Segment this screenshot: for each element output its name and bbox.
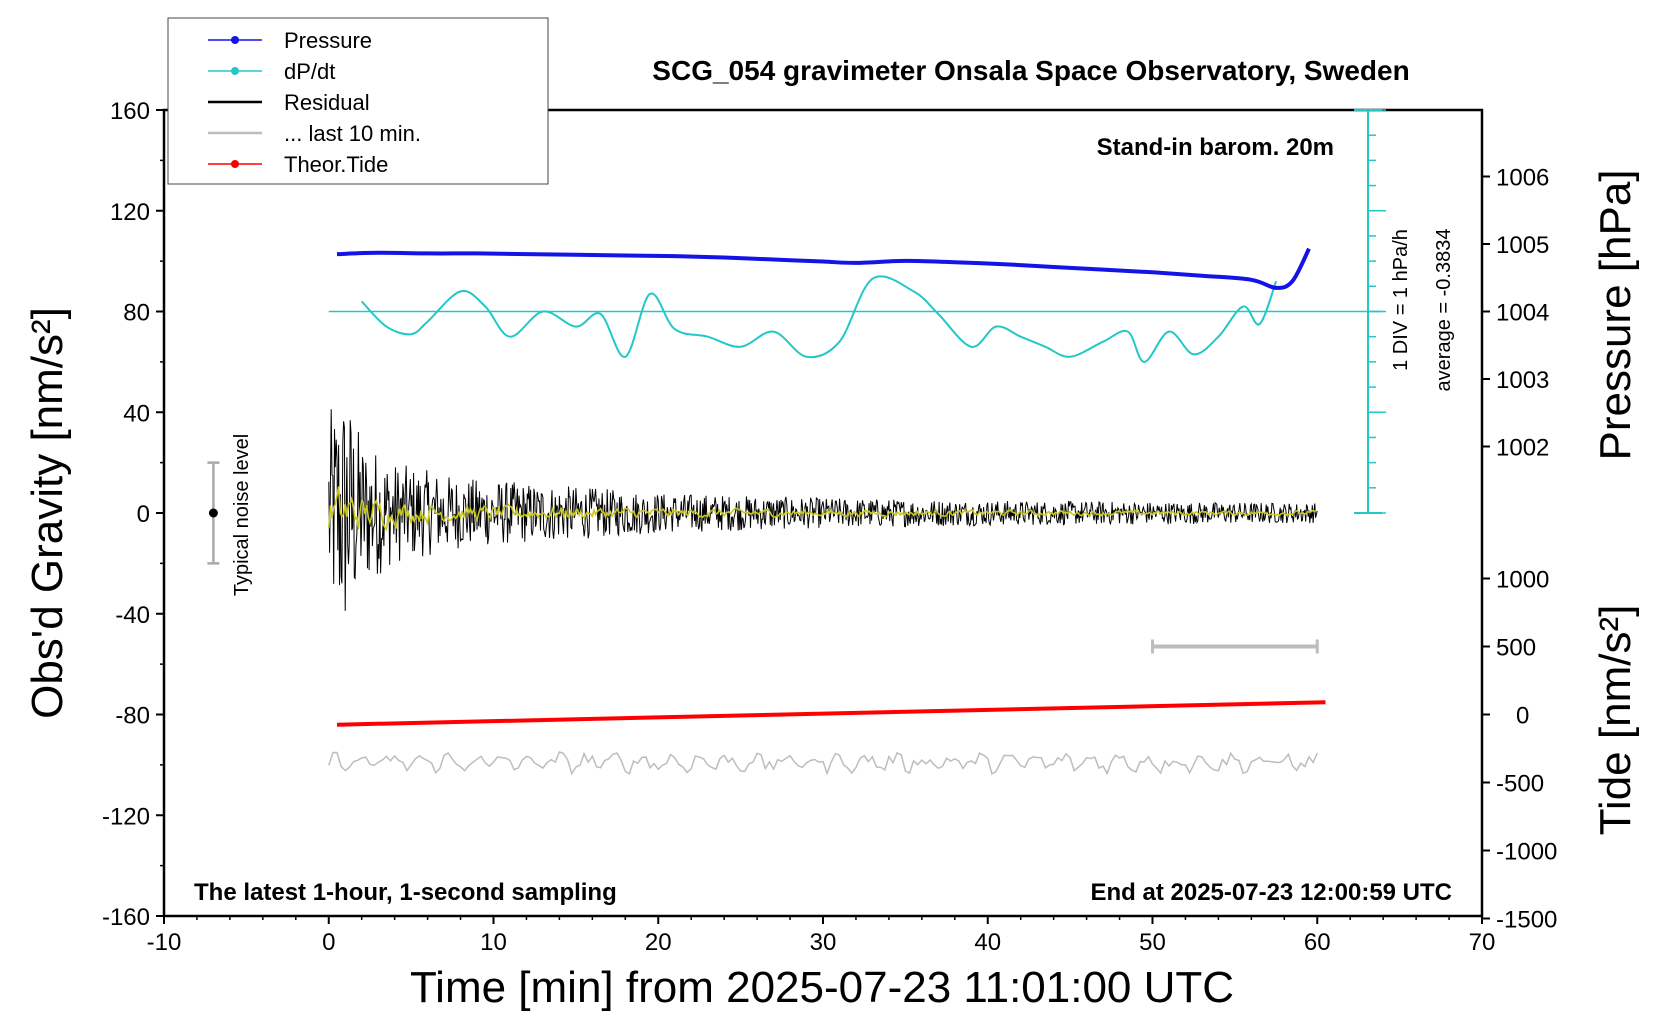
legend: Pressure dP/dt Residual ... last 10 min. The… <box>167 17 549 185</box>
pressure-tick-label: 1003 <box>1496 367 1549 394</box>
y-tick-label: -40 <box>115 602 150 629</box>
legend-dot <box>231 67 239 75</box>
legend-label: Residual <box>284 90 370 115</box>
tide-tick-label: -1500 <box>1496 907 1557 934</box>
tide-axis-label: Tide [nm/s²] <box>1591 605 1640 836</box>
x-tick-label: -10 <box>147 929 182 956</box>
div-label: 1 DIV = 1 hPa/h <box>1390 229 1412 371</box>
average-label: average = -0.3834 <box>1433 229 1455 392</box>
last-10-min-trace <box>328 751 1318 776</box>
x-tick-label: 0 <box>322 929 335 956</box>
x-tick-label: 30 <box>810 929 837 956</box>
stand-in-label: Stand-in barom. 20m <box>1097 134 1334 161</box>
legend-label: ... last 10 min. <box>284 121 421 146</box>
legend-label: dP/dt <box>284 59 335 84</box>
legend-label: Pressure <box>284 28 372 53</box>
pressure-tick-label: 1004 <box>1496 300 1549 327</box>
tide-tick-label: 500 <box>1496 635 1536 662</box>
x-tick-label: 20 <box>645 929 672 956</box>
bottom-left-label: The latest 1-hour, 1-second sampling <box>194 879 617 906</box>
residual-smoothed-line <box>328 486 1316 532</box>
legend-dot <box>231 160 239 168</box>
tide-tick-label: -500 <box>1496 771 1544 798</box>
noise-label: Typical noise level <box>231 434 253 596</box>
y-tick-label: 120 <box>110 199 150 226</box>
x-tick-label: 10 <box>480 929 507 956</box>
x-tick-label: 50 <box>1139 929 1166 956</box>
tide-tick-label: -1000 <box>1496 839 1557 866</box>
tide-tick-label: 1000 <box>1496 567 1549 594</box>
noise-level-dot <box>208 508 218 518</box>
bottom-right-label: End at 2025-07-23 12:00:59 UTC <box>1091 879 1453 906</box>
y-tick-label: -120 <box>102 803 150 830</box>
residual-line <box>328 409 1318 611</box>
dpdt-line <box>360 275 1278 363</box>
y-tick-label: -80 <box>115 703 150 730</box>
legend-label: Theor.Tide <box>284 152 388 177</box>
x-axis-label: Time [min] from 2025-07-23 11:01:00 UTC <box>410 963 1234 1012</box>
y-tick-label: -160 <box>102 904 150 931</box>
y-tick-label: 80 <box>123 300 150 327</box>
theor-tide-line <box>336 700 1326 727</box>
pressure-tick-label: 1005 <box>1496 232 1549 259</box>
y-tick-label: 160 <box>110 98 150 125</box>
y-tick-label: 40 <box>123 400 150 427</box>
chart-title: SCG_054 gravimeter Onsala Space Observat… <box>652 55 1409 86</box>
x-tick-label: 70 <box>1469 929 1496 956</box>
x-tick-label: 40 <box>974 929 1001 956</box>
y-tick-label: 0 <box>137 501 150 528</box>
pressure-tick-label: 1002 <box>1496 435 1549 462</box>
pressure-tick-label: 1006 <box>1496 165 1549 192</box>
y-axis-label: Obs'd Gravity [nm/s²] <box>23 307 72 719</box>
pressure-line <box>336 247 1311 290</box>
x-tick-label: 60 <box>1304 929 1331 956</box>
y-axis-label-text: Obs'd Gravity [nm/s²] <box>23 307 72 719</box>
legend-dot <box>231 36 239 44</box>
pressure-axis-label: Pressure [hPa] <box>1591 169 1640 460</box>
tide-tick-label: 0 <box>1516 703 1529 730</box>
